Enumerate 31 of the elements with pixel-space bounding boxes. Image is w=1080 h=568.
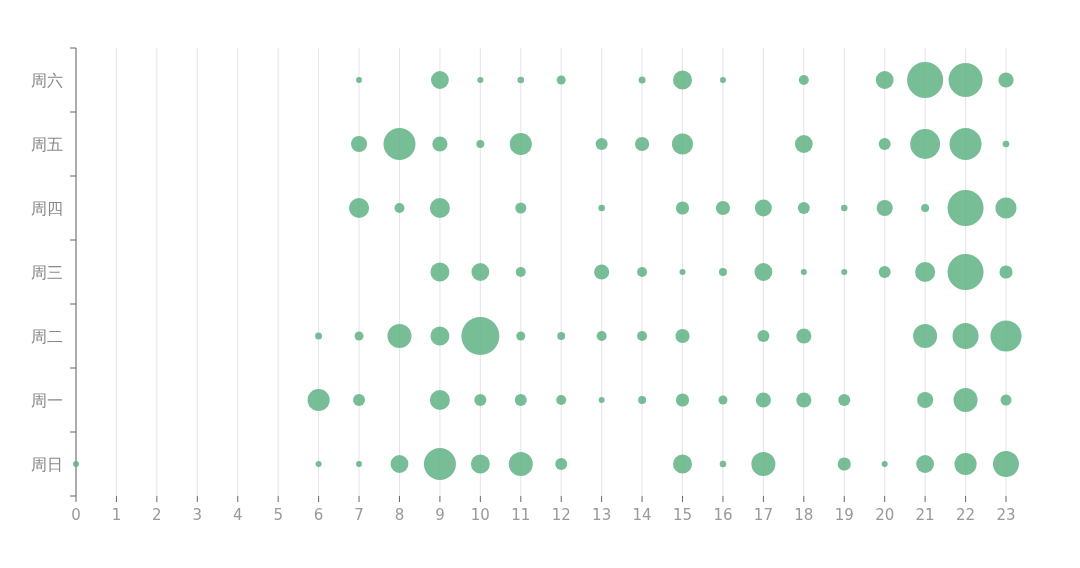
x-tick-label: 22 <box>956 506 976 524</box>
x-tick-label: 10 <box>470 506 490 524</box>
y-tick-label: 周五 <box>31 135 63 154</box>
x-tick-label: 8 <box>394 506 405 524</box>
x-tick-label: 21 <box>915 506 935 524</box>
y-tick-label: 周四 <box>31 199 63 218</box>
x-tick-label: 19 <box>834 506 854 524</box>
x-tick-label: 16 <box>713 506 733 524</box>
x-tick-label: 20 <box>875 506 895 524</box>
x-tick-label: 0 <box>71 506 81 524</box>
x-tick-label: 13 <box>592 506 612 524</box>
x-tick-label: 5 <box>273 506 283 524</box>
y-tick-label: 周六 <box>31 71 63 90</box>
x-tick-label: 7 <box>354 506 364 524</box>
x-tick-label: 6 <box>313 506 324 524</box>
x-tick-label: 18 <box>794 506 814 524</box>
x-tick-label: 23 <box>996 506 1016 524</box>
x-tick-label: 2 <box>152 506 162 524</box>
x-tick-label: 1 <box>111 506 122 524</box>
y-tick-label: 周三 <box>31 263 63 282</box>
x-tick-label: 17 <box>753 506 773 524</box>
y-tick-label: 周日 <box>31 455 63 474</box>
x-tick-label: 11 <box>511 506 531 524</box>
x-tick-label: 12 <box>551 506 571 524</box>
x-tick-label: 4 <box>232 506 243 524</box>
y-tick-label: 周二 <box>31 327 63 346</box>
x-tick-label: 14 <box>632 506 652 524</box>
y-tick-label: 周一 <box>31 391 63 410</box>
x-tick-label: 9 <box>435 506 445 524</box>
x-tick-label: 3 <box>192 506 203 524</box>
x-tick-label: 15 <box>672 506 693 524</box>
